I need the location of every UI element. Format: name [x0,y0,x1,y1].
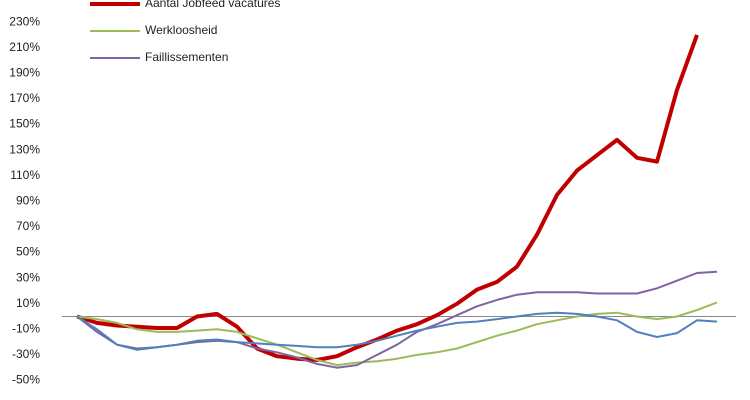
y-tick-label: -30% [12,347,40,361]
series-line [76,270,718,369]
y-tick-label: 170% [9,91,40,105]
y-tick-label: 250% [9,0,40,3]
y-tick-label: 30% [16,270,40,284]
y-tick-label: 130% [9,142,40,156]
y-tick-label: 150% [9,117,40,131]
series-line [76,311,718,351]
y-tick-label: 10% [16,296,40,310]
series-line [76,301,718,367]
plot-area [76,34,718,369]
y-tick-label: 110% [10,168,40,182]
y-tick-label: -50% [12,373,40,387]
series-line [76,34,699,362]
legend-label: Faillissementen [145,50,228,64]
y-tick-label: 210% [9,40,40,54]
y-tick-label: 190% [9,65,40,79]
y-tick-label: 70% [16,219,40,233]
legend-label: Werkloosheid [145,23,217,37]
y-tick-label: 90% [16,193,40,207]
y-tick-label: 50% [16,245,40,259]
y-tick-label: -10% [12,321,40,335]
y-tick-label: 230% [9,14,40,28]
legend-label: Aantal Jobfeed vacatures [145,0,280,10]
